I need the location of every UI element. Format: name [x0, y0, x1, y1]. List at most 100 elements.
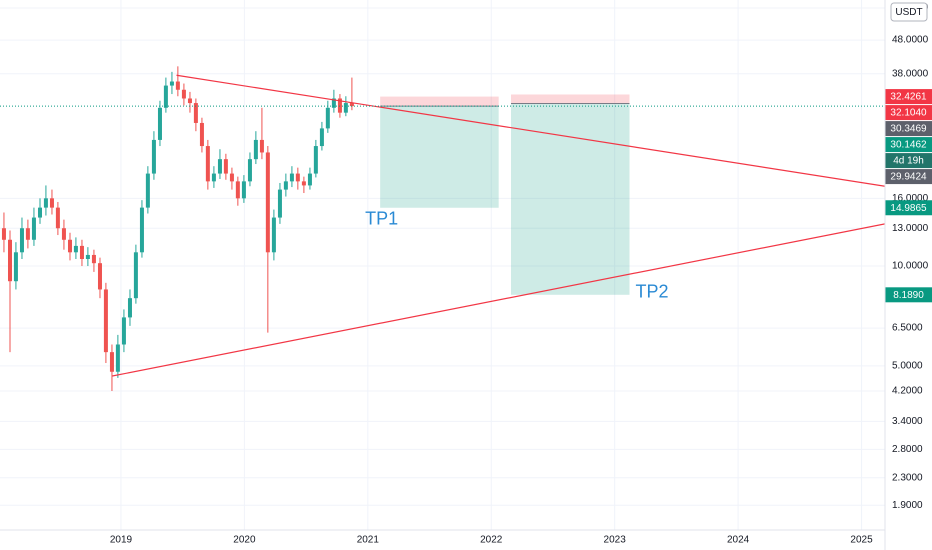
candle-body [25, 228, 30, 240]
candle-body [193, 103, 198, 123]
candle-body [205, 146, 210, 182]
candle-body [259, 139, 264, 153]
candle-body [235, 181, 240, 199]
candle-body [139, 207, 144, 253]
candle-body [331, 98, 336, 108]
candle-body [199, 122, 204, 147]
y-tick-label: 3.4000 [892, 416, 923, 427]
candle-body [307, 173, 312, 186]
candle-body [181, 89, 186, 99]
candle-body [337, 98, 342, 113]
x-tick-label: 2019 [110, 535, 133, 546]
candle-body [223, 159, 228, 174]
candle-body [229, 173, 234, 182]
candle-body [163, 85, 168, 108]
candle-body [133, 252, 138, 299]
candle-body [55, 207, 60, 229]
target-zone [380, 106, 499, 208]
candle-body [49, 198, 54, 208]
y-tick-label: 2.3000 [892, 472, 923, 483]
candle-body [73, 245, 78, 253]
x-tick-label: 2022 [480, 535, 503, 546]
price-label: 29.9424 [890, 172, 927, 183]
target-zone [511, 103, 630, 295]
candle-body [157, 107, 162, 140]
trend-line [112, 223, 885, 377]
target-label: TP2 [635, 282, 668, 302]
price-label-box [885, 169, 932, 185]
price-label: 4d 19h [893, 156, 924, 167]
candle-body [85, 254, 90, 260]
price-label: 8.1890 [893, 290, 924, 301]
y-tick-label: 4.2000 [892, 386, 923, 397]
grid [0, 0, 885, 530]
candle-body [325, 107, 330, 129]
price-label-box [885, 153, 932, 169]
candle-body [241, 181, 246, 199]
candle-body [217, 159, 222, 174]
candle-body [109, 352, 114, 372]
candle-body [289, 173, 294, 182]
price-label-box [885, 200, 932, 216]
candle-body [91, 254, 96, 264]
plot-area: TP1 TP2 [0, 66, 885, 391]
candle-body [103, 289, 108, 353]
candle-body [97, 263, 102, 290]
candle-body [277, 189, 282, 218]
y-tick-label: 6.5000 [892, 323, 923, 334]
candle-body [1, 228, 6, 240]
x-tick-label: 2024 [727, 535, 750, 546]
candle-body [79, 245, 84, 260]
candle-body [145, 173, 150, 208]
price-label-box [885, 105, 932, 121]
price-label: 30.3469 [890, 124, 927, 135]
candle-body [187, 98, 192, 104]
candle-body [349, 103, 354, 107]
candle-body [61, 228, 66, 240]
candle-body [151, 139, 156, 174]
y-tick-label: 2.8000 [892, 444, 923, 455]
candle-body [169, 81, 174, 86]
price-label: 14.9865 [890, 203, 927, 214]
price-label-box [885, 287, 932, 303]
price-label-box [885, 137, 932, 153]
price-axis: 60.000048.000038.000016.000013.000010.00… [885, 3, 932, 511]
candle-body [37, 207, 42, 218]
price-label-box [885, 121, 932, 137]
price-label: 32.4261 [890, 92, 927, 103]
trend-line [176, 74, 885, 187]
candle-body [175, 81, 180, 90]
candle-body [343, 103, 348, 113]
y-tick-label: 48.0000 [892, 35, 929, 46]
candle-body [319, 128, 324, 147]
x-tick-label: 2020 [233, 535, 256, 546]
y-tick-label: 38.0000 [892, 68, 929, 79]
stop-zone [511, 94, 630, 104]
candle-body [127, 298, 132, 318]
y-tick-label: 5.0000 [892, 361, 923, 372]
target-label: TP1 [365, 209, 398, 229]
y-tick-label: 13.0000 [892, 223, 929, 234]
candle-body [313, 146, 318, 174]
candle-body [211, 173, 216, 182]
x-tick-label: 2021 [357, 535, 380, 546]
candle-body [247, 159, 252, 182]
price-label: 32.1040 [890, 108, 927, 119]
y-tick-label: 10.0000 [892, 261, 929, 272]
candle-body [301, 181, 306, 186]
y-tick-label: 1.9000 [892, 500, 923, 511]
candle-body [283, 181, 288, 190]
candle-body [295, 173, 300, 182]
candle-body [19, 228, 24, 253]
price-label-box [885, 89, 932, 105]
currency-box[interactable] [890, 2, 928, 22]
stop-zone [380, 96, 499, 107]
candle-body [67, 239, 72, 253]
candle-body [7, 239, 12, 282]
x-tick-label: 2023 [604, 535, 627, 546]
candle-body [115, 344, 120, 372]
currency: USDT [895, 7, 922, 18]
price-label: 30.1462 [890, 140, 927, 151]
candle-body [271, 217, 276, 253]
